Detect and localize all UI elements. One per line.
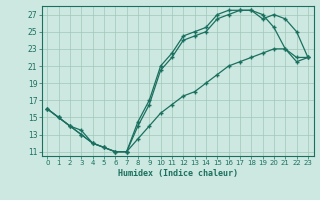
X-axis label: Humidex (Indice chaleur): Humidex (Indice chaleur) (118, 169, 237, 178)
